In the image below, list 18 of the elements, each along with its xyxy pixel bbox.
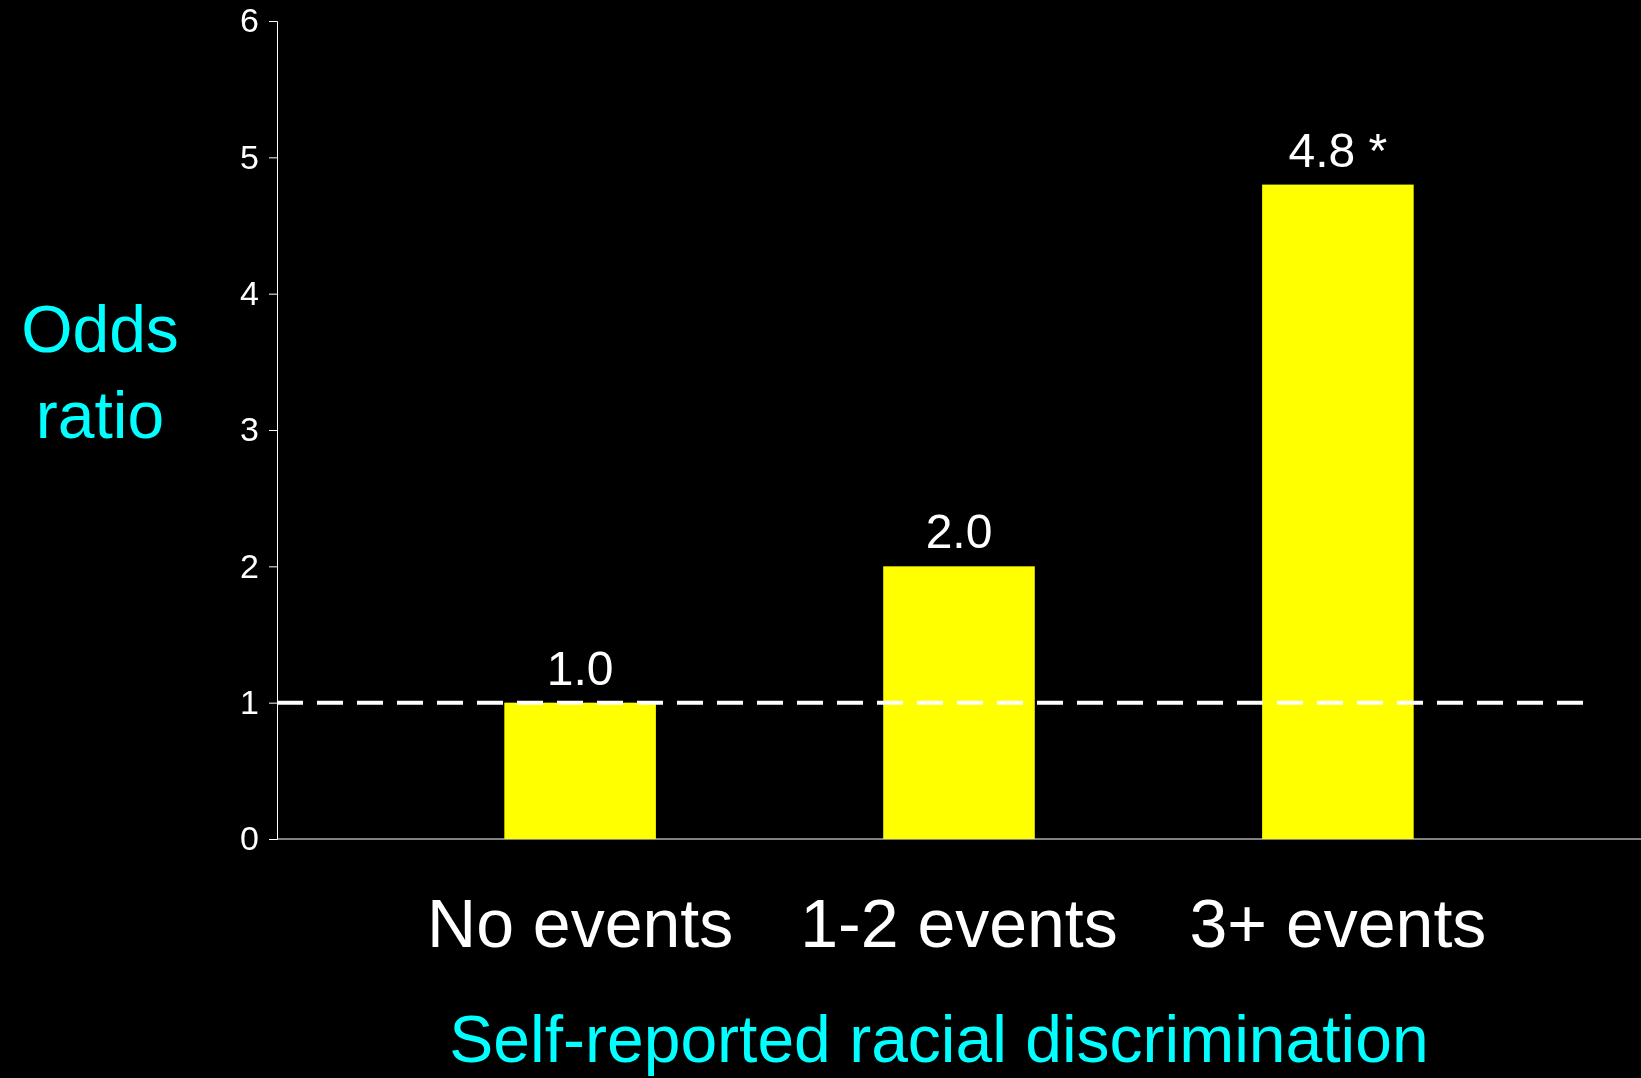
x-tick-label: 1-2 events — [800, 885, 1118, 962]
bar — [883, 566, 1035, 839]
x-tick-label: 3+ events — [1189, 885, 1487, 962]
y-tick-label: 0 — [240, 819, 259, 858]
data-label: 1.0 — [546, 641, 614, 695]
data-label: 2.0 — [925, 505, 993, 559]
y-tick-label: 4 — [240, 274, 259, 313]
bar — [504, 702, 656, 839]
data-label: 4.8 * — [1288, 123, 1388, 177]
y-tick-label: 3 — [240, 410, 259, 449]
y-tick-label: 2 — [240, 546, 259, 585]
x-tick-label: No events — [427, 885, 734, 962]
x-axis-title: Self-reported racial discrimination — [449, 1002, 1429, 1076]
bar — [1262, 184, 1414, 839]
y-axis-title: Odds ratio — [21, 292, 179, 452]
y-tick-label: 5 — [240, 137, 259, 176]
y-tick-label: 1 — [240, 683, 259, 722]
y-tick-label: 6 — [240, 1, 259, 40]
